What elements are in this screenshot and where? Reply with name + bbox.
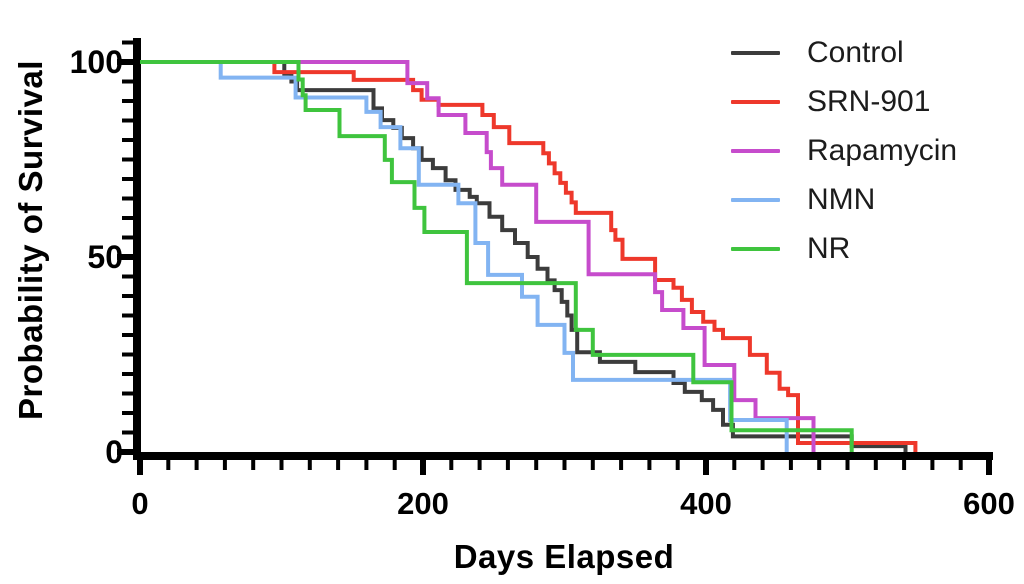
rapamycin-line-swatch xyxy=(731,148,780,153)
y-tick-label-50: 50 xyxy=(87,239,123,275)
legend-item-control: Control xyxy=(731,28,957,77)
y-tick-label-100: 100 xyxy=(69,44,123,80)
x-tick-label-200: 200 xyxy=(397,486,449,521)
control-line-swatch xyxy=(731,50,780,55)
y-axis-title: Probability of Survival xyxy=(12,60,49,420)
series-curve-nr xyxy=(140,60,854,452)
x-axis-title: Days Elapsed xyxy=(453,538,675,575)
series-curve-rapamycin xyxy=(140,60,816,452)
nmn-line-swatch xyxy=(731,197,780,202)
x-tick-label-400: 400 xyxy=(680,486,732,521)
y-tick-label-0: 0 xyxy=(105,434,123,470)
legend-label-srn-901: SRN-901 xyxy=(807,84,931,118)
legend: Control SRN-901 Rapamycin NMN NR xyxy=(731,28,957,273)
nr-line-swatch xyxy=(731,246,780,251)
x-tick-label-0: 0 xyxy=(131,486,149,521)
x-tick-label-600: 600 xyxy=(963,486,1015,521)
legend-label-rapamycin: Rapamycin xyxy=(807,133,958,167)
legend-item-rapamycin: Rapamycin xyxy=(731,126,957,175)
legend-label-nr: NR xyxy=(807,231,851,265)
legend-label-nmn: NMN xyxy=(807,182,876,216)
srn-901-line-swatch xyxy=(731,99,780,104)
series-curve-srn-901 xyxy=(140,60,918,452)
legend-label-control: Control xyxy=(807,35,904,69)
legend-item-nmn: NMN xyxy=(731,175,957,224)
legend-item-nr: NR xyxy=(731,224,957,273)
series-curve-nmn xyxy=(140,60,789,452)
legend-item-srn-901: SRN-901 xyxy=(731,77,957,126)
